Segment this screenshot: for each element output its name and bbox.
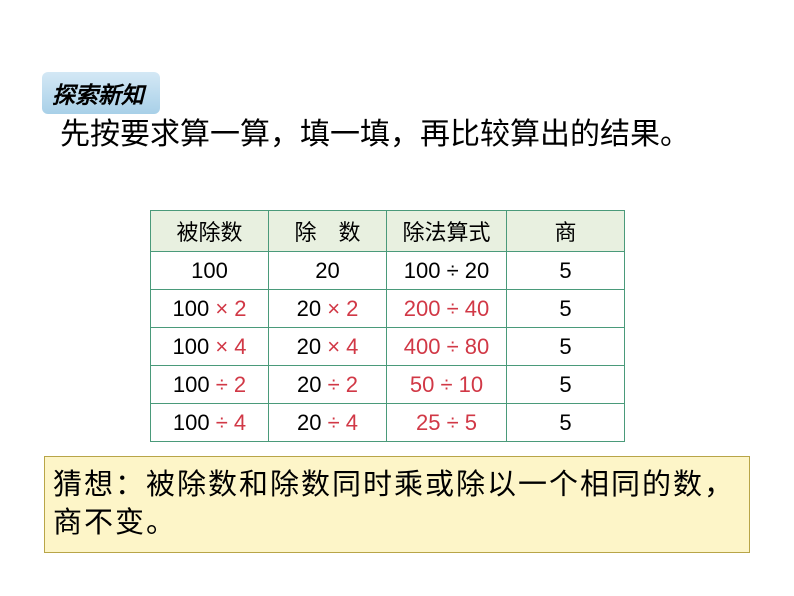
divisor-base: 20 <box>297 296 321 321</box>
instruction-text: 先按要求算一算，填一填，再比较算出的结果。 <box>60 114 740 156</box>
header-divisor: 除 数 <box>269 211 387 252</box>
cell-expression: 400 ÷ 80 <box>387 328 507 366</box>
divisor-op: ÷ 4 <box>321 410 358 435</box>
dividend-op: × 2 <box>209 296 246 321</box>
table-row: 100 20 100 ÷ 20 5 <box>151 252 625 290</box>
dividend-base: 100 <box>172 296 209 321</box>
cell-expression: 25 ÷ 5 <box>387 404 507 442</box>
section-header-tag: 探索新知 <box>42 72 160 114</box>
division-table: 被除数 除 数 除法算式 商 100 20 100 ÷ 20 5 100 × 2… <box>150 210 625 442</box>
cell-dividend: 100 × 2 <box>151 290 269 328</box>
cell-dividend: 100 × 4 <box>151 328 269 366</box>
divisor-op: ÷ 2 <box>321 372 358 397</box>
table-row: 100 × 4 20 × 4 400 ÷ 80 5 <box>151 328 625 366</box>
cell-dividend: 100 ÷ 2 <box>151 366 269 404</box>
divisor-base: 20 <box>297 410 321 435</box>
cell-quotient: 5 <box>507 290 625 328</box>
cell-divisor: 20 <box>269 252 387 290</box>
cell-quotient: 5 <box>507 328 625 366</box>
table-row: 100 ÷ 4 20 ÷ 4 25 ÷ 5 5 <box>151 404 625 442</box>
divisor-base: 20 <box>297 334 321 359</box>
cell-quotient: 5 <box>507 404 625 442</box>
dividend-op: ÷ 2 <box>210 372 247 397</box>
dividend-base: 100 <box>173 410 210 435</box>
table-row: 100 × 2 20 × 2 200 ÷ 40 5 <box>151 290 625 328</box>
conclusion-box: 猜想：被除数和除数同时乘或除以一个相同的数，商不变。 <box>44 456 750 553</box>
cell-divisor: 20 × 2 <box>269 290 387 328</box>
divisor-base: 20 <box>297 372 321 397</box>
cell-quotient: 5 <box>507 366 625 404</box>
divisor-op: × 4 <box>321 334 358 359</box>
cell-divisor: 20 ÷ 4 <box>269 404 387 442</box>
table-row: 100 ÷ 2 20 ÷ 2 50 ÷ 10 5 <box>151 366 625 404</box>
table-header-row: 被除数 除 数 除法算式 商 <box>151 211 625 252</box>
header-expression: 除法算式 <box>387 211 507 252</box>
cell-expression: 50 ÷ 10 <box>387 366 507 404</box>
cell-divisor: 20 × 4 <box>269 328 387 366</box>
header-dividend: 被除数 <box>151 211 269 252</box>
cell-expression: 200 ÷ 40 <box>387 290 507 328</box>
dividend-base: 100 <box>172 334 209 359</box>
header-quotient: 商 <box>507 211 625 252</box>
division-table-container: 被除数 除 数 除法算式 商 100 20 100 ÷ 20 5 100 × 2… <box>150 210 625 442</box>
dividend-op: ÷ 4 <box>210 410 247 435</box>
cell-quotient: 5 <box>507 252 625 290</box>
dividend-op: × 4 <box>209 334 246 359</box>
cell-divisor: 20 ÷ 2 <box>269 366 387 404</box>
divisor-op: × 2 <box>321 296 358 321</box>
dividend-base: 100 <box>173 372 210 397</box>
cell-dividend: 100 <box>151 252 269 290</box>
cell-expression: 100 ÷ 20 <box>387 252 507 290</box>
cell-dividend: 100 ÷ 4 <box>151 404 269 442</box>
